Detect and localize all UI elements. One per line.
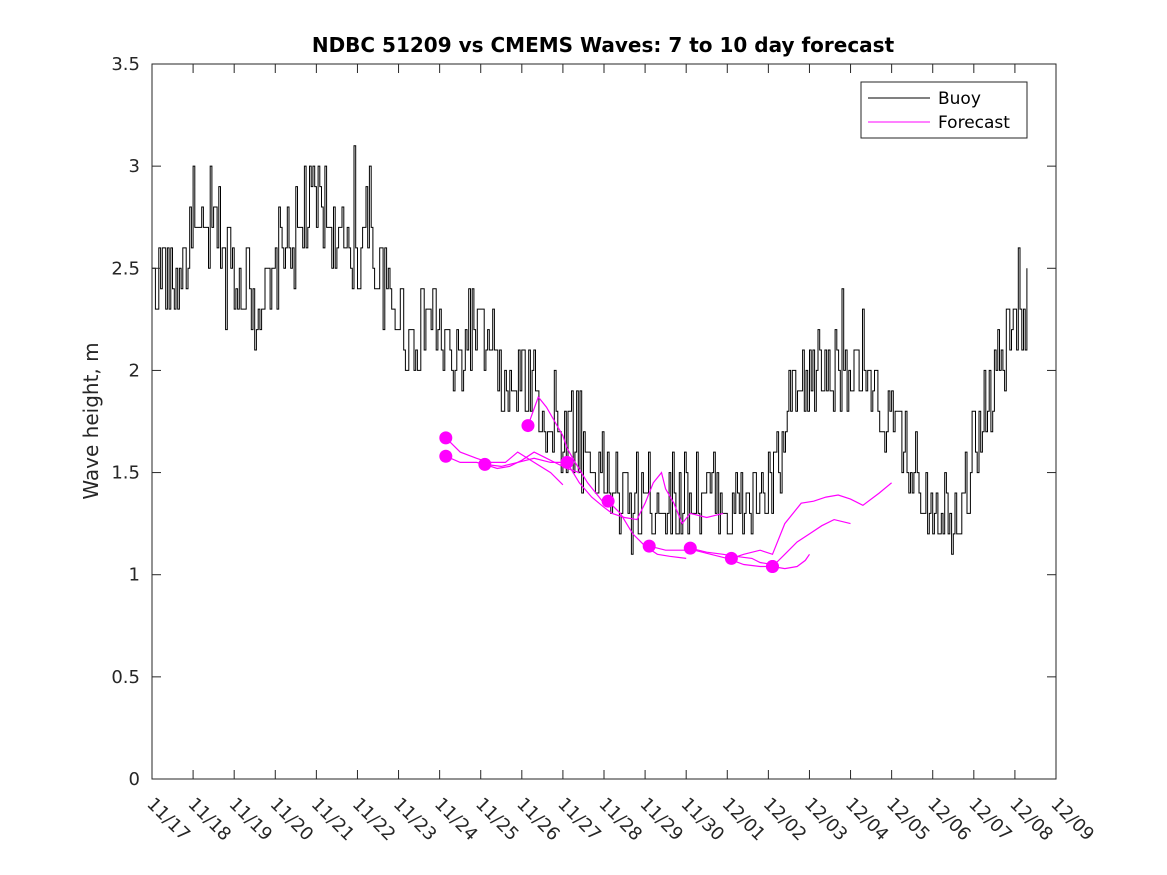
forecast-line-1 <box>445 437 564 486</box>
plot-area <box>152 64 1056 779</box>
forecast-start-marker-3 <box>478 457 492 471</box>
forecast-start-marker-6 <box>601 494 615 508</box>
forecast-start-marker-7 <box>642 539 656 553</box>
legend-buoy-label: Buoy <box>938 89 981 109</box>
y-tick-label: 3 <box>129 156 140 177</box>
y-tick-label: 3.5 <box>111 54 140 75</box>
forecast-line-2 <box>445 455 563 468</box>
y-tick-label: 1 <box>129 565 140 586</box>
y-tick-label: 2.5 <box>111 258 140 279</box>
forecast-start-marker-5 <box>560 455 574 469</box>
buoy-line <box>152 145 1028 555</box>
y-axis-label: Wave height, m <box>79 342 103 499</box>
forecast-start-marker-2 <box>439 449 453 463</box>
legend-box <box>860 81 1028 139</box>
forecast-series <box>439 395 892 574</box>
y-tick-label: 0.5 <box>111 667 140 688</box>
forecast-start-marker-11 <box>765 560 779 574</box>
forecast-line-7 <box>649 545 773 568</box>
forecast-line-11 <box>772 553 810 570</box>
y-tick-label: 1.5 <box>111 463 140 484</box>
legend-forecast-label: Forecast <box>938 113 1010 133</box>
forecast-start-marker-8 <box>683 541 697 555</box>
forecast-start-marker-4 <box>521 419 535 433</box>
forecast-line-9 <box>731 482 892 559</box>
legend: Buoy Forecast <box>860 81 1028 139</box>
forecast-line-4 <box>527 395 605 504</box>
forecast-start-marker-9 <box>724 551 738 565</box>
y-tick-label: 2 <box>129 360 140 381</box>
y-tick-label: 0 <box>129 769 140 790</box>
forecast-start-marker-1 <box>439 431 453 445</box>
chart-title: NDBC 51209 vs CMEMS Waves: 7 to 10 day f… <box>312 33 895 57</box>
forecast-line-5 <box>566 462 724 525</box>
forecast-line-10 <box>772 518 851 567</box>
y-axis: 0 0.5 1 1.5 2 2.5 3 3.5 <box>111 54 1056 790</box>
buoy-series <box>152 145 1028 555</box>
